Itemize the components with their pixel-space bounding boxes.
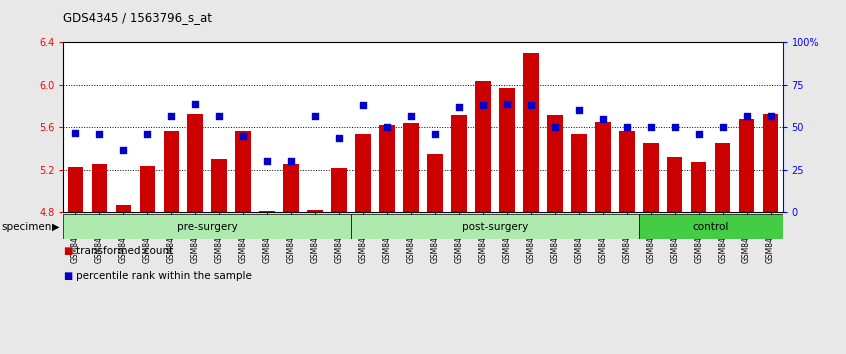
Bar — [235, 131, 251, 212]
Bar — [116, 205, 131, 212]
Bar — [739, 119, 755, 212]
Bar — [763, 114, 778, 212]
Bar — [715, 143, 730, 212]
Text: GDS4345 / 1563796_s_at: GDS4345 / 1563796_s_at — [63, 11, 212, 24]
Bar — [332, 168, 347, 212]
Point — [140, 131, 154, 137]
Point — [117, 147, 130, 152]
Text: ■: ■ — [63, 246, 73, 256]
Point — [596, 116, 609, 122]
Text: transformed count: transformed count — [76, 246, 173, 256]
Bar — [68, 167, 83, 212]
Text: ■: ■ — [63, 271, 73, 281]
Point — [500, 101, 514, 107]
Point — [548, 125, 562, 130]
Point — [69, 130, 82, 135]
Bar — [355, 134, 371, 212]
Text: percentile rank within the sample: percentile rank within the sample — [76, 271, 252, 281]
Text: ▶: ▶ — [52, 222, 60, 232]
Bar — [163, 131, 179, 212]
Point — [284, 159, 298, 164]
Bar — [639, 214, 783, 239]
Bar — [595, 122, 611, 212]
Point — [189, 101, 202, 107]
Text: specimen: specimen — [2, 222, 52, 232]
Bar — [451, 115, 467, 212]
Point — [572, 108, 585, 113]
Bar — [523, 53, 539, 212]
Point — [404, 113, 418, 118]
Bar — [571, 134, 586, 212]
Bar — [63, 214, 351, 239]
Bar — [140, 166, 155, 212]
Point — [524, 103, 537, 108]
Bar — [404, 123, 419, 212]
Point — [212, 113, 226, 118]
Bar — [619, 131, 634, 212]
Point — [667, 125, 681, 130]
Bar — [547, 115, 563, 212]
Bar — [691, 162, 706, 212]
Point — [236, 133, 250, 139]
Point — [356, 103, 370, 108]
Text: post-surgery: post-surgery — [462, 222, 528, 232]
Point — [332, 135, 346, 141]
Bar — [643, 143, 658, 212]
Point — [164, 113, 178, 118]
Bar — [667, 157, 683, 212]
Point — [92, 131, 106, 137]
Bar — [499, 88, 514, 212]
Point — [764, 113, 777, 118]
Point — [716, 125, 729, 130]
Point — [692, 131, 706, 137]
Bar — [212, 159, 227, 212]
Point — [428, 131, 442, 137]
Bar — [307, 210, 323, 212]
Point — [476, 103, 490, 108]
Text: control: control — [693, 222, 728, 232]
Text: pre-surgery: pre-surgery — [177, 222, 238, 232]
Bar — [379, 125, 395, 212]
Bar — [188, 114, 203, 212]
Bar — [283, 164, 299, 212]
Bar — [260, 211, 275, 212]
Bar — [427, 154, 442, 212]
Point — [380, 125, 393, 130]
Bar — [351, 214, 639, 239]
Point — [308, 113, 321, 118]
Point — [452, 104, 465, 110]
Point — [261, 159, 274, 164]
Point — [644, 125, 657, 130]
Bar — [91, 164, 107, 212]
Bar — [475, 81, 491, 212]
Point — [620, 125, 634, 130]
Point — [739, 113, 753, 118]
